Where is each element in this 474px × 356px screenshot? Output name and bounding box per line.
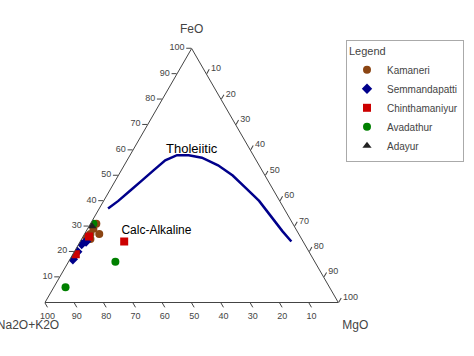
svg-text:30: 30 <box>72 220 82 230</box>
svg-text:50: 50 <box>189 311 199 321</box>
svg-text:20: 20 <box>277 311 287 321</box>
svg-text:30: 30 <box>240 114 250 124</box>
svg-text:100: 100 <box>40 311 55 321</box>
svg-text:50: 50 <box>270 165 280 175</box>
svg-text:40: 40 <box>86 195 96 205</box>
svg-text:60: 60 <box>160 311 170 321</box>
svg-text:Kamaneri: Kamaneri <box>387 65 430 76</box>
svg-text:Legend: Legend <box>349 45 386 57</box>
svg-text:10: 10 <box>42 271 52 281</box>
svg-text:FeO: FeO <box>180 22 203 36</box>
svg-text:90: 90 <box>328 266 338 276</box>
svg-text:70: 70 <box>299 216 309 226</box>
svg-text:50: 50 <box>101 169 111 179</box>
svg-text:100: 100 <box>169 42 184 52</box>
svg-text:Calc-Alkaline: Calc-Alkaline <box>121 223 191 237</box>
svg-text:10: 10 <box>306 311 316 321</box>
svg-text:80: 80 <box>145 93 155 103</box>
svg-text:40: 40 <box>255 139 265 149</box>
svg-text:Tholeiitic: Tholeiitic <box>166 141 218 156</box>
svg-text:Avadathur: Avadathur <box>387 122 433 133</box>
svg-text:20: 20 <box>226 89 236 99</box>
svg-text:60: 60 <box>116 144 126 154</box>
svg-text:90: 90 <box>160 68 170 78</box>
svg-text:70: 70 <box>130 118 140 128</box>
svg-text:10: 10 <box>211 63 221 73</box>
svg-text:Na2O+K2O: Na2O+K2O <box>0 318 59 332</box>
svg-text:Chinthamaniyur: Chinthamaniyur <box>387 103 458 114</box>
svg-text:100: 100 <box>343 292 358 302</box>
svg-text:70: 70 <box>130 311 140 321</box>
svg-text:30: 30 <box>248 311 258 321</box>
svg-text:Semmandapatti: Semmandapatti <box>387 84 457 95</box>
svg-text:90: 90 <box>72 311 82 321</box>
svg-text:80: 80 <box>314 241 324 251</box>
svg-text:20: 20 <box>57 245 67 255</box>
svg-text:MgO: MgO <box>342 318 368 332</box>
svg-text:Adayur: Adayur <box>387 141 419 152</box>
svg-text:80: 80 <box>101 311 111 321</box>
svg-text:40: 40 <box>218 311 228 321</box>
svg-text:60: 60 <box>284 190 294 200</box>
